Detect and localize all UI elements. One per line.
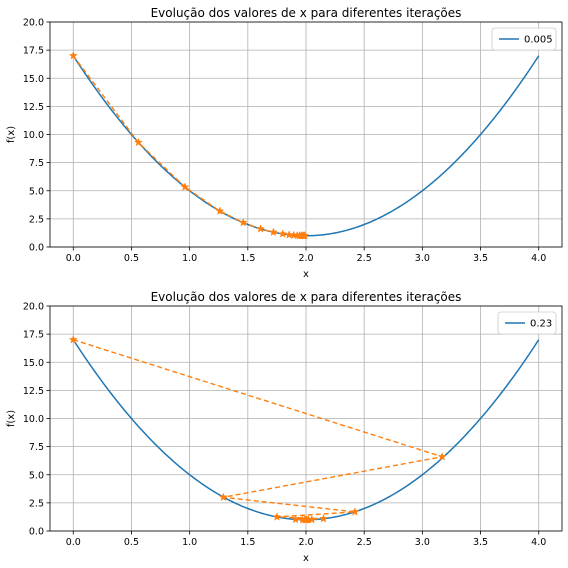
x-tick-label: 2.5 — [357, 537, 372, 548]
iterates-dashed-line — [73, 339, 443, 521]
y-tick-label: 7.5 — [29, 442, 44, 453]
y-tick-label: 0.0 — [29, 527, 44, 538]
chart-title: Evolução dos valores de x para diferente… — [151, 6, 462, 20]
x-tick-label: 2.0 — [298, 253, 313, 264]
y-tick-label: 5.0 — [29, 470, 44, 481]
iterate-marker — [215, 206, 225, 215]
x-axis-label: x — [303, 269, 309, 280]
iterate-marker — [272, 512, 282, 521]
x-tick-label: 4.0 — [531, 253, 546, 264]
axes-frame — [49, 21, 563, 248]
iterate-marker — [180, 182, 190, 191]
iterates-dashed-line — [72, 55, 305, 237]
iterate-marker — [278, 229, 288, 238]
x-tick-label: 0.5 — [124, 253, 139, 264]
x-tick-label: 0.0 — [66, 537, 81, 548]
iterate-marker — [318, 514, 328, 523]
x-tick-label: 2.5 — [357, 253, 372, 264]
iterate-marker — [256, 224, 266, 233]
iterate-marker — [68, 335, 78, 344]
iterate-marker — [300, 231, 310, 240]
x-tick-label: 1.5 — [240, 537, 255, 548]
iterate-marker — [268, 227, 278, 237]
chart-title: Evolução dos valores de x para diferente… — [151, 290, 462, 304]
iterate-marker — [218, 492, 228, 502]
y-tick-label: 2.5 — [29, 214, 44, 225]
x-tick-label: 2.0 — [298, 537, 313, 548]
y-tick-label: 12.5 — [23, 386, 44, 397]
y-tick-label: 2.5 — [29, 498, 44, 509]
subplot-2: 0.0 0.5 1.0 1.5 2.0 2.5 3.0 3.5 4.0 0.0 2.5 5.0 7.5 1… — [6, 290, 563, 564]
legend: 0.005 — [491, 27, 557, 51]
x-tick-label: 1.0 — [182, 537, 197, 548]
legend: 0.23 — [497, 311, 557, 335]
x-axis-label: x — [303, 553, 309, 564]
y-tick-label: 17.5 — [23, 330, 44, 341]
x-tick-label: 1.0 — [182, 253, 197, 264]
iterate-marker — [284, 230, 294, 239]
subplot-1: 0.0 0.5 1.0 1.5 2.0 2.5 3.0 3.5 4.0 0.0 2.5 5.0 7.5 1… — [6, 6, 563, 280]
x-tick-label: 3.0 — [415, 537, 430, 548]
x-tick-label: 4.0 — [531, 537, 546, 548]
y-tick-label: 10.0 — [23, 414, 44, 425]
y-tick-label: 10.0 — [23, 130, 44, 141]
y-axis-label: f(x) — [6, 126, 17, 143]
y-axis-label: f(x) — [6, 410, 17, 427]
x-tick-label: 0.0 — [66, 253, 81, 264]
x-tick-label: 3.5 — [473, 537, 488, 548]
iterate-marker — [68, 51, 78, 60]
y-tick-label: 5.0 — [29, 186, 44, 197]
x-tick-label: 3.0 — [415, 253, 430, 264]
legend-label: 0.23 — [530, 319, 552, 330]
iterate-marker — [238, 217, 248, 227]
y-tick-label: 20.0 — [23, 18, 44, 29]
y-tick-label: 15.0 — [23, 358, 44, 369]
y-tick-label: 7.5 — [29, 158, 44, 169]
legend-label: 0.005 — [524, 35, 553, 46]
legend-box — [491, 27, 557, 51]
iterate-marker — [350, 507, 360, 516]
axes-frame — [49, 305, 563, 532]
y-tick-label: 0.0 — [29, 243, 44, 254]
iterate-marker — [437, 452, 447, 461]
iterate-marker — [301, 515, 311, 524]
x-tick-label: 0.5 — [124, 537, 139, 548]
iterate-marker — [291, 514, 301, 524]
y-tick-label: 17.5 — [23, 46, 44, 57]
y-tick-label: 20.0 — [23, 302, 44, 313]
legend-box — [497, 311, 557, 335]
y-tick-label: 12.5 — [23, 102, 44, 113]
iterate-marker — [133, 137, 143, 147]
y-tick-label: 15.0 — [23, 74, 44, 85]
x-tick-label: 3.5 — [473, 253, 488, 264]
x-tick-label: 1.5 — [240, 253, 255, 264]
